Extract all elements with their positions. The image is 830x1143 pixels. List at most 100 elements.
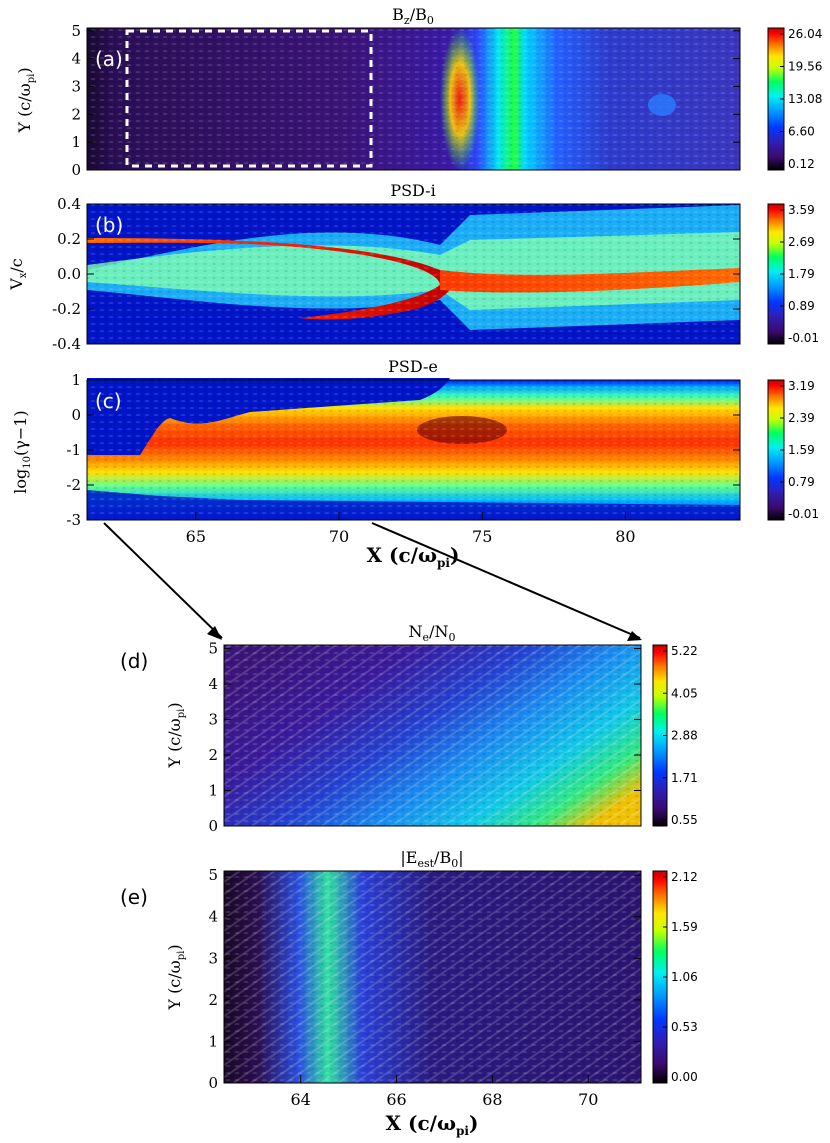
panel-e-xtick-label: 70 xyxy=(578,1090,598,1109)
panel-c-title: PSD-e xyxy=(388,357,438,376)
panel-e-ytick-label: 4 xyxy=(208,908,218,926)
panel-d-ytick-label: 4 xyxy=(208,675,218,693)
panel-a-ylabel: Y (c/ωpi) xyxy=(15,67,37,133)
colorbar-c-tick-label: 0.79 xyxy=(788,475,815,489)
panel-e-ylabel: Y (c/ωpi) xyxy=(165,944,187,1010)
panel-e-ytick-label: 3 xyxy=(208,949,218,967)
panel-c-yticks: 1 0 -1 -2 -3 xyxy=(66,371,740,529)
panel-c-texture xyxy=(87,380,740,520)
panel-a: (a) Bz/B0 Y (c/ωpi) 0 1 2 3 4 5 26.04 19.56 13.… xyxy=(15,5,822,179)
panel-d-ytick-label: 0 xyxy=(208,817,218,835)
panel-a-ytick-label: 5 xyxy=(71,22,81,40)
panel-c-xtick-label: 70 xyxy=(329,527,349,546)
colorbar-e-tick-label: 0.00 xyxy=(671,1070,698,1084)
panel-d-ytick-label: 3 xyxy=(208,711,218,729)
panel-c-ytick-label: -2 xyxy=(66,476,81,494)
panel-c-xticks: 65 70 75 80 xyxy=(186,512,636,546)
colorbar-b-tick-label: 1.79 xyxy=(788,267,815,281)
panel-d-ytick-label: 5 xyxy=(208,640,218,658)
colorbar-b-tick-label: -0.01 xyxy=(788,331,819,345)
panel-b-ytick-label: -0.4 xyxy=(52,335,81,353)
panel-b: (b) PSD-i Vx/c 0.4 0.2 0.0 -0.2 -0.4 3.59 2.6… xyxy=(7,181,819,353)
panel-a-texture xyxy=(87,28,740,170)
panel-c-xtick-label: 75 xyxy=(472,527,492,546)
panel-c-ytick-label: 0 xyxy=(71,406,81,424)
panel-e-xticks: 64 66 68 70 xyxy=(291,1075,598,1109)
panel-d-ylabel: Y (c/ωpi) xyxy=(165,702,187,768)
panel-d-title: Ne/N0 xyxy=(409,622,456,644)
panel-c-xtick-label: 80 xyxy=(615,527,635,546)
panel-b-ytick-label: -0.2 xyxy=(52,300,81,318)
colorbar-a-tick-label: 13.08 xyxy=(788,92,822,106)
panel-a-blob xyxy=(648,94,676,116)
panel-e-ytick-label: 5 xyxy=(208,866,218,884)
panel-c-colorbar: 3.19 2.39 1.59 0.79 -0.01 xyxy=(767,379,819,521)
panel-e-xtick-label: 66 xyxy=(386,1090,406,1109)
colorbar-a-tick-label: 0.12 xyxy=(788,157,815,171)
panel-d-colorbar: 5.22 4.05 2.88 1.71 0.55 xyxy=(652,644,698,827)
panel-c-ytick-label: 1 xyxy=(71,371,81,389)
panel-a-ytick-label: 0 xyxy=(71,161,81,179)
zoom-arrowhead-left xyxy=(207,626,222,640)
panel-b-title: PSD-i xyxy=(390,181,435,200)
zoom-arrowhead-right xyxy=(627,631,642,641)
panel-a-ytick-label: 3 xyxy=(71,77,81,95)
panel-b-yticks: 0.4 0.2 0.0 -0.2 -0.4 xyxy=(52,195,740,353)
zoom-arrows xyxy=(103,522,642,641)
panel-a-ytick-label: 4 xyxy=(71,50,81,68)
panel-d-ytick-label: 1 xyxy=(208,782,218,800)
zoom-arrow-left xyxy=(103,522,223,639)
panel-c: (c) PSD-e log10(γ−1) 1 0 -1 -2 -3 65 70 75 80 X… xyxy=(11,357,819,570)
colorbar-d-tick-label: 4.05 xyxy=(671,686,698,700)
zoom-arrow-right xyxy=(371,522,641,639)
colorbar-d-tick-label: 0.55 xyxy=(671,813,698,827)
panel-e-label: (e) xyxy=(120,885,148,909)
panel-e-title: |Eest/B0| xyxy=(400,848,463,870)
colorbar-d-tick-label: 1.71 xyxy=(671,771,698,785)
panel-c-xtick-label: 65 xyxy=(186,527,206,546)
panel-d-ytick-label: 2 xyxy=(208,746,218,764)
colorbar-a-tick-label: 6.60 xyxy=(788,125,815,139)
panel-e-ytick-label: 2 xyxy=(208,991,218,1009)
panel-c-label: (c) xyxy=(95,389,122,413)
colorbar-e-tick-label: 2.12 xyxy=(671,870,698,884)
panel-c-ytick-label: -3 xyxy=(66,511,81,529)
panel-b-texture xyxy=(87,204,740,344)
colorbar-c-tick-label: 2.39 xyxy=(788,411,815,425)
panel-a-colorbar: 26.04 19.56 13.08 6.60 0.12 xyxy=(767,27,822,171)
panel-d-yticks: 5 4 3 2 1 0 xyxy=(208,640,641,835)
panel-e-xtick-label: 68 xyxy=(482,1090,502,1109)
colorbar-a-tick-label: 26.04 xyxy=(788,27,822,41)
panel-e-frame xyxy=(223,870,642,1084)
colorbar-d-tick-label: 2.88 xyxy=(671,729,698,743)
panel-c-ytick-label: -1 xyxy=(66,441,81,459)
panel-e-yticks: 5 4 3 2 1 0 xyxy=(208,866,641,1092)
panel-b-colorbar: 3.59 2.69 1.79 0.89 -0.01 xyxy=(767,203,819,345)
colorbar-a-tick-label: 19.56 xyxy=(788,60,822,74)
panel-a-ytick-label: 2 xyxy=(71,105,81,123)
panel-d-label: (d) xyxy=(120,649,148,673)
colorbar-b-tick-label: 2.69 xyxy=(788,235,815,249)
colorbar-c-tick-label: 1.59 xyxy=(788,443,815,457)
panel-e-texture xyxy=(224,871,641,1083)
panel-d: (d) Ne/N0 Y (c/ωpi) 5 4 3 2 1 0 5.22 4.05 2.88 1… xyxy=(120,622,698,835)
colorbar-b-tick-label: 0.89 xyxy=(788,299,815,313)
panel-b-ytick-label: 0.2 xyxy=(57,230,81,248)
panel-b-ytick-label: 0.0 xyxy=(57,265,81,283)
panel-b-ytick-label: 0.4 xyxy=(57,195,81,213)
colorbar-e-tick-label: 1.59 xyxy=(671,920,698,934)
colorbar-c-tick-label: 3.19 xyxy=(788,379,815,393)
colorbar-e-tick-label: 1.06 xyxy=(671,970,698,984)
panel-e-ytick-label: 1 xyxy=(208,1032,218,1050)
colorbar-c-tick-label: -0.01 xyxy=(788,507,819,521)
panel-c-xlabel: X (c/ωpi) xyxy=(367,543,460,570)
panel-e-colorbar: 2.12 1.59 1.06 0.53 0.00 xyxy=(652,870,698,1084)
panel-b-label: (b) xyxy=(95,213,123,237)
panel-a-title: Bz/B0 xyxy=(392,5,434,27)
colorbar-d-tick-label: 5.22 xyxy=(671,644,698,658)
panel-a-ytick-label: 1 xyxy=(71,133,81,151)
colorbar-e-tick-label: 0.53 xyxy=(671,1020,698,1034)
panel-d-texture xyxy=(224,645,641,826)
